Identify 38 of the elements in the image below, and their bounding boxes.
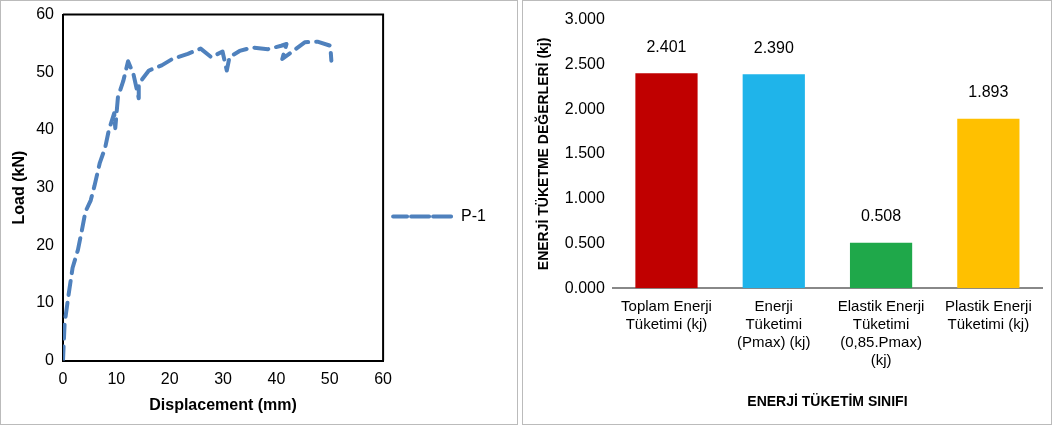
x-tick-label: Toplam Enerji Tüketimi (kj) [621,297,712,333]
x-tick-label: Plastik Enerji Tüketimi (kj) [945,297,1032,333]
x-tick-label: 60 [374,369,393,387]
y-tick-label: 2.500 [564,54,605,72]
data-label: 1.893 [968,83,1009,101]
y-tick-label: 20 [36,235,55,253]
y-tick-label: 40 [36,120,55,138]
y-tick-label: 0.000 [564,278,605,296]
y-axis-title: ENERJİ TÜKETME DEĞERLERİ (kj) [534,37,552,271]
data-label: 2.401 [646,37,687,55]
bar [849,242,913,289]
y-tick-label: 1.500 [564,144,605,162]
legend-label: P-1 [461,206,487,224]
y-tick-label: 30 [36,178,55,196]
x-axis-title: ENERJİ TÜKETİM SINIFI [747,393,908,410]
x-tick-label: 50 [320,369,339,387]
x-axis-title: Displacement (mm) [149,395,297,413]
x-tick-label: 40 [267,369,286,387]
bar [635,73,698,289]
y-tick-label: 2.000 [564,99,605,117]
x-tick-label: 0 [58,369,68,387]
x-tick-label: 10 [107,369,126,387]
y-tick-label: 0.500 [564,233,605,251]
line-series [63,39,334,361]
x-tick-label: 20 [160,369,179,387]
data-label: 0.508 [861,207,902,225]
y-axis-title: Load (kN) [10,150,28,225]
bar [742,74,805,289]
y-tick-label: 0 [45,351,55,369]
bar [957,118,1020,289]
x-tick-label: 30 [214,369,233,387]
x-tick-label: Enerji Tüketimi (Pmax) (kj) [737,297,811,351]
y-tick-label: 50 [36,62,55,80]
y-tick-label: 1.000 [564,189,605,207]
y-tick-label: 60 [36,5,55,23]
data-label: 2.390 [753,38,794,56]
y-tick-label: 3.000 [564,10,605,28]
x-tick-label: Elastik Enerji Tüketimi (0,85.Pmax) (kj) [837,297,925,369]
